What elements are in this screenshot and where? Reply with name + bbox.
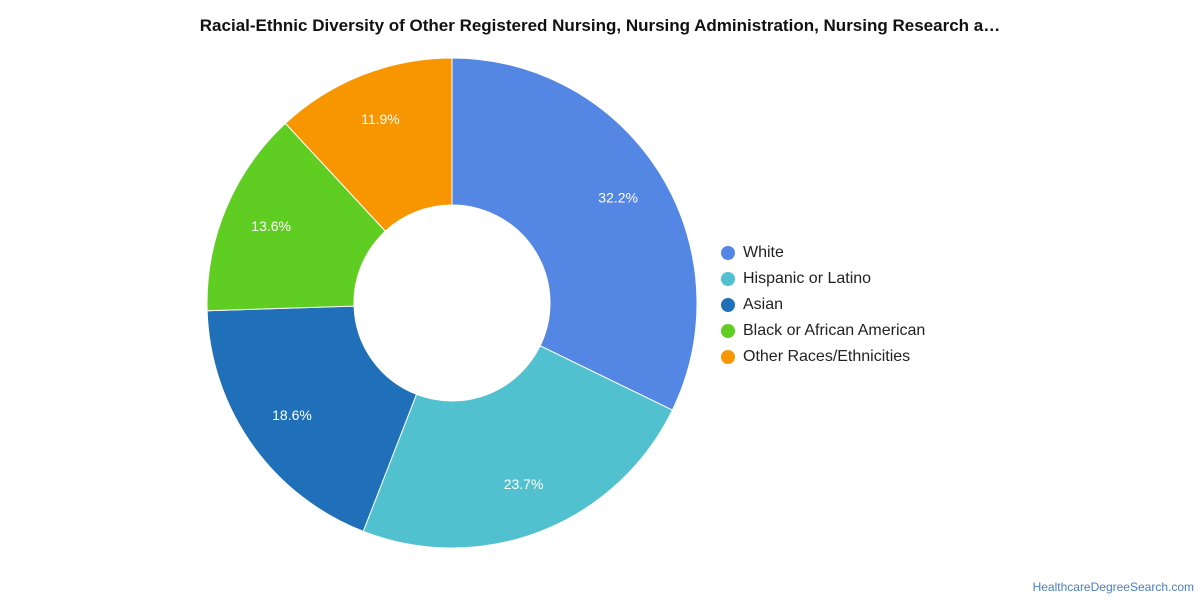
slice-asian[interactable] xyxy=(206,305,418,533)
legend-label: Other Races/Ethnicities xyxy=(743,348,911,365)
legend-label: Black or African American xyxy=(743,322,926,339)
slice-white[interactable] xyxy=(451,57,698,411)
legend-item-asian[interactable]: Asian xyxy=(721,292,925,318)
legend-item-hispanic-or-latino[interactable]: Hispanic or Latino xyxy=(721,266,925,292)
legend-label: Hispanic or Latino xyxy=(743,270,872,287)
chart-legend: White Hispanic or Latino Asian Black or Afr… xyxy=(721,240,925,370)
legend-item-white[interactable]: White xyxy=(721,240,925,266)
slice-black-or-african-american[interactable] xyxy=(206,122,387,312)
legend-item-black-or-african-american[interactable]: Black or African American xyxy=(721,318,925,344)
slice-label-hispanic-or-latino: 23.7% xyxy=(504,476,544,492)
legend-swatch-icon xyxy=(721,246,735,260)
legend-swatch-icon xyxy=(721,298,735,312)
legend-label: Asian xyxy=(743,296,784,313)
legend-swatch-icon xyxy=(721,350,735,364)
legend-label: White xyxy=(743,244,784,261)
slice-label-black-or-african-american: 13.6% xyxy=(251,218,291,234)
source-credit-link[interactable]: HealthcareDegreeSearch.com xyxy=(1032,580,1194,594)
slice-other-races-ethnicities[interactable] xyxy=(284,57,453,232)
slice-label-asian: 18.6% xyxy=(272,407,312,423)
slice-label-other-races-ethnicities: 11.9% xyxy=(361,111,400,127)
legend-swatch-icon xyxy=(721,272,735,286)
legend-item-other-races-ethnicities[interactable]: Other Races/Ethnicities xyxy=(721,344,925,370)
slice-hispanic-or-latino[interactable] xyxy=(362,345,674,549)
legend-swatch-icon xyxy=(721,324,735,338)
slice-label-white: 32.2% xyxy=(598,190,638,206)
chart-title: Racial-Ethnic Diversity of Other Registe… xyxy=(199,16,1001,35)
